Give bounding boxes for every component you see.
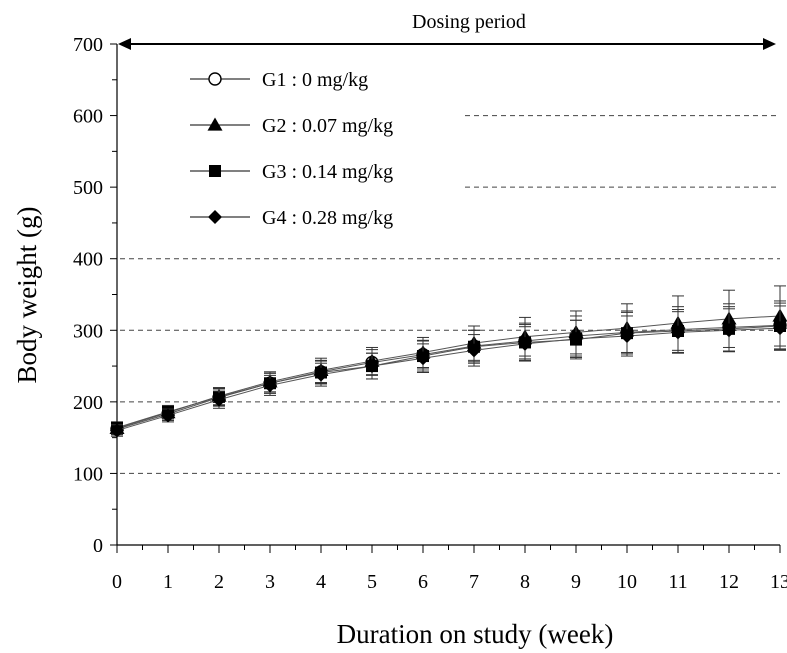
x-tick-label-3: 3 (265, 571, 275, 593)
data-point (671, 325, 685, 340)
legend-label: G2 : 0.07 mg/kg (262, 115, 393, 137)
data-point (569, 331, 583, 346)
legend-item-3: G3 : 0.14 mg/kg (190, 161, 393, 183)
x-tick-label-12: 12 (719, 571, 739, 593)
data-point (212, 392, 226, 407)
legend-label: G1 : 0 mg/kg (262, 69, 368, 91)
data-point (314, 367, 328, 382)
y-tick-label-100: 100 (73, 463, 103, 485)
y-tick-label-700: 700 (73, 34, 103, 56)
x-tick-label-11: 11 (668, 571, 687, 593)
series-line-2 (116, 315, 781, 429)
y-tick-label-0: 0 (93, 535, 103, 557)
legend-marker (208, 72, 222, 86)
series-line-1 (116, 324, 781, 430)
data-point (722, 323, 736, 338)
legend: G1 : 0 mg/kg G2 : 0.07 mg/kg G3 : 0.14 mg/… (190, 69, 393, 229)
dosing-period-label: Dosing period (412, 11, 526, 33)
data-point (416, 351, 430, 366)
dosing-period-arrow-left-head (118, 38, 131, 50)
y-axis-label: Body weight (g) (12, 207, 42, 384)
series-line-3 (116, 325, 781, 429)
dosing-period-annotation: Dosing period (118, 11, 776, 50)
legend-item-2: G2 : 0.07 mg/kg (190, 115, 393, 137)
x-tick-label-13: 13 (770, 571, 787, 593)
data-point (773, 321, 787, 336)
series-layer (109, 285, 787, 438)
data-point (518, 336, 532, 351)
series-2 (109, 285, 787, 435)
x-tick-label-10: 10 (617, 571, 637, 593)
x-axis-label: Duration on study (week) (337, 619, 614, 649)
x-tick-label-9: 9 (571, 571, 581, 593)
y-tick-label-200: 200 (73, 392, 103, 414)
legend-marker (208, 210, 222, 224)
x-tick-label-4: 4 (316, 571, 326, 593)
x-tick-label-8: 8 (520, 571, 530, 593)
x-tick-label-2: 2 (214, 571, 224, 593)
x-tick-label-5: 5 (367, 571, 377, 593)
x-tick-label-7: 7 (469, 571, 479, 593)
x-tick-label-6: 6 (418, 571, 428, 593)
data-point (110, 423, 124, 438)
data-point (467, 343, 481, 358)
series-4 (110, 305, 787, 438)
legend-marker (207, 117, 223, 131)
y-tick-label-500: 500 (73, 177, 103, 199)
legend-item-1: G1 : 0 mg/kg (190, 69, 368, 91)
data-point (365, 359, 379, 374)
x-tick-label-1: 1 (163, 571, 173, 593)
data-point (620, 329, 634, 344)
y-tick-label-600: 600 (73, 106, 103, 128)
series-line-4 (116, 327, 781, 431)
legend-label: G4 : 0.28 mg/kg (262, 207, 393, 229)
data-point (161, 408, 175, 423)
series-1 (110, 300, 787, 436)
y-tick-label-300: 300 (73, 320, 103, 342)
y-tick-label-400: 400 (73, 249, 103, 271)
legend-item-4: G4 : 0.28 mg/kg (190, 207, 393, 229)
x-tick-label-0: 0 (112, 571, 122, 593)
dosing-period-arrow-right-head (763, 38, 776, 50)
data-point (263, 378, 277, 393)
legend-label: G3 : 0.14 mg/kg (262, 161, 393, 183)
legend-marker (209, 165, 221, 177)
